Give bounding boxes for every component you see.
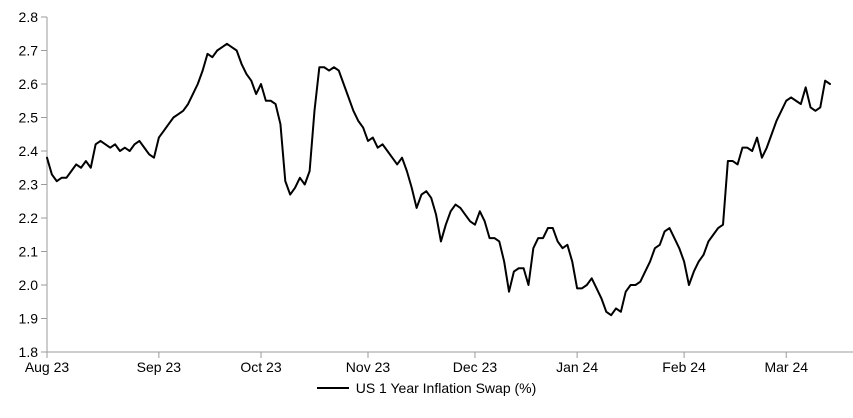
inflation-swap-series-line [46,42,831,317]
y-tick-label: 1.9 [19,311,39,327]
x-tick-label: Mar 24 [764,359,808,375]
x-tick-label: Sep 23 [137,359,182,375]
legend-series-label: US 1 Year Inflation Swap (%) [355,380,537,396]
y-tick-label: 2.7 [19,43,39,59]
x-tick-label: Jan 24 [556,359,598,375]
y-tick-label: 2.6 [19,76,39,92]
y-tick-label: 2.0 [19,277,39,293]
x-tick-label: Oct 23 [240,359,281,375]
y-tick-label: 2.1 [19,244,39,260]
y-tick-label: 2.4 [19,143,39,159]
x-tick-label: Dec 23 [453,359,498,375]
x-tick-label: Aug 23 [25,359,70,375]
y-tick-label: 2.3 [19,177,39,193]
legend: US 1 Year Inflation Swap (%) [0,380,853,396]
x-tick-label: Feb 24 [662,359,706,375]
y-tick-label: 2.2 [19,210,39,226]
x-tick-label: Nov 23 [346,359,391,375]
y-tick-label: 2.5 [19,110,39,126]
y-tick-label: 1.8 [19,344,39,360]
y-tick-label: 2.8 [19,9,39,25]
legend-line-sample [316,387,349,389]
